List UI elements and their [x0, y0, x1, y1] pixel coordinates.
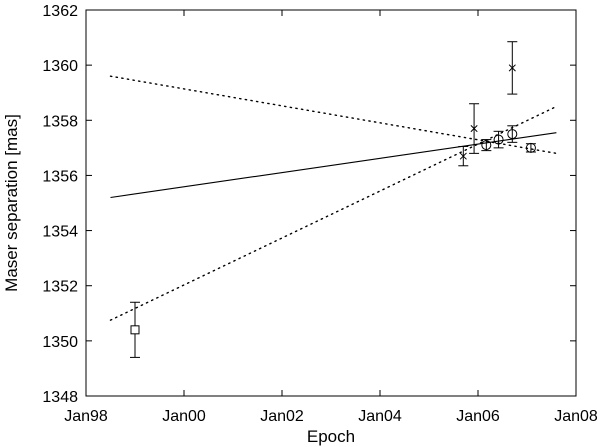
dotted-fit-line-2 [109, 75, 558, 155]
x-tick-label: Jan04 [358, 408, 402, 425]
y-tick-label: 1358 [42, 113, 78, 130]
circle-marker [481, 140, 492, 151]
circle-point-3 [507, 125, 518, 143]
axis-ticks: Jan98 Jan00 Jan02 Jan04 Jan06 Jan08 1348 1350 13… [42, 3, 597, 425]
cross-marker-b [470, 125, 478, 133]
y-tick-label: 1354 [42, 224, 78, 241]
y-tick-label: 1350 [42, 334, 78, 351]
square-marker [130, 325, 140, 335]
cross-marker-b [508, 64, 516, 72]
y-axis-label: Maser separation [mas] [2, 114, 21, 292]
circle-marker [507, 129, 518, 140]
x-tick-label: Jan02 [260, 408, 304, 425]
y-tick-label: 1352 [42, 279, 78, 296]
fit-lines [109, 75, 558, 321]
x-axis-label: Epoch [307, 427, 355, 446]
circle-point-4 [525, 142, 536, 153]
cross-point-1 [458, 145, 469, 167]
y-tick-label: 1362 [42, 3, 78, 20]
cross-marker-b [459, 152, 467, 160]
y-tick-label: 1348 [42, 389, 78, 406]
circle-marker [525, 142, 536, 153]
plot-frame [85, 9, 577, 397]
circle-point-1 [481, 139, 492, 152]
data-points [130, 41, 536, 358]
y-tick-label: 1356 [42, 168, 78, 185]
dotted-fit-line-3 [109, 105, 558, 321]
y-tick-label: 1360 [42, 58, 78, 75]
x-tick-label: Jan06 [456, 408, 500, 425]
square-point-1 [130, 301, 140, 358]
cross-point-2 [469, 103, 480, 154]
circle-point-2 [493, 130, 504, 149]
cross-point-3 [507, 41, 518, 95]
x-tick-label: Jan00 [162, 408, 206, 425]
circle-marker [493, 134, 504, 145]
x-tick-label: Jan08 [554, 408, 598, 425]
x-tick-label: Jan98 [64, 408, 108, 425]
